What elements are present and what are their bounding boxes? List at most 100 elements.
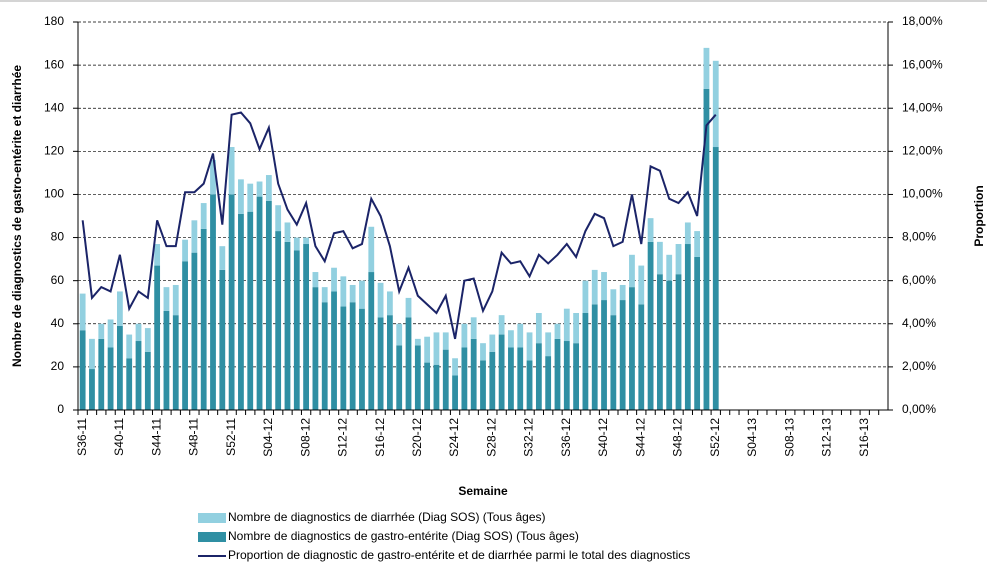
bar: [610, 315, 617, 410]
y-tick-label: 0: [57, 402, 64, 416]
bar: [573, 343, 580, 410]
bar: [210, 159, 216, 195]
bar: [433, 332, 440, 365]
bar: [545, 356, 552, 410]
bar: [396, 323, 403, 346]
bar: [619, 284, 626, 301]
y-tick-label: 20: [51, 359, 65, 373]
bar: [377, 282, 384, 318]
bar: [265, 175, 272, 201]
bar: [135, 323, 142, 342]
bar: [210, 194, 216, 410]
bar: [545, 332, 552, 357]
bar: [461, 347, 468, 410]
bar: [563, 308, 570, 342]
bar: [331, 267, 337, 292]
bar: [694, 256, 701, 410]
x-tick-label: S40-12: [596, 418, 610, 457]
x-tick-label: S16-12: [373, 418, 387, 457]
bar: [526, 332, 533, 361]
y-axis-title: Nombre de diagnostics de gastro-entérite…: [10, 65, 24, 367]
bar: [629, 254, 635, 288]
bar: [582, 280, 589, 313]
bar: [163, 310, 170, 410]
legend-label: Nombre de diagnostics de gastro-entérite…: [228, 529, 579, 543]
y2-tick-label: 10,00%: [902, 187, 943, 201]
bar: [470, 317, 477, 339]
bar: [582, 313, 589, 410]
bar: [675, 244, 682, 275]
bar: [396, 345, 403, 410]
bar: [368, 272, 375, 410]
bar: [489, 351, 496, 410]
bar: [89, 369, 95, 410]
bar: [107, 347, 114, 410]
y-tick-label: 120: [44, 144, 64, 158]
bar: [498, 334, 505, 410]
y2-tick-label: 4,00%: [902, 316, 936, 330]
bar: [508, 330, 514, 348]
bar: [126, 334, 133, 359]
y-tick-label: 80: [51, 230, 65, 244]
y2-tick-label: 18,00%: [902, 14, 943, 28]
bar: [116, 291, 123, 326]
bar: [228, 194, 235, 410]
y2-tick-label: 14,00%: [902, 100, 943, 114]
x-tick-label: S28-12: [484, 418, 498, 457]
bar: [424, 362, 431, 410]
bar: [321, 287, 328, 303]
x-tick-label: S16-13: [857, 418, 871, 457]
bar: [573, 313, 580, 344]
line: [81, 111, 717, 340]
x-tick-label: S32-12: [522, 418, 536, 457]
bar: [312, 287, 319, 410]
bar: [182, 239, 188, 262]
bar: [154, 244, 161, 266]
bar: [629, 287, 635, 410]
bar: [359, 280, 365, 309]
y2-tick-label: 12,00%: [902, 144, 943, 158]
bar: [703, 88, 710, 411]
y-tick-label: 100: [44, 187, 64, 201]
bar: [684, 244, 691, 410]
y2-axis-title: Proportion: [972, 185, 986, 246]
bar: [275, 205, 282, 232]
x-tick-label: S48-12: [671, 418, 685, 457]
bar: [303, 244, 310, 410]
y-tick-label: 60: [51, 273, 65, 287]
bar: [442, 332, 449, 350]
bar: [144, 328, 151, 352]
bar: [601, 272, 607, 301]
bar: [377, 317, 384, 410]
bar: [684, 222, 691, 245]
bar: [638, 304, 645, 410]
bar: [331, 291, 337, 410]
bar: [191, 220, 198, 253]
bar: [386, 315, 393, 410]
bar: [535, 343, 542, 410]
bar: [405, 317, 412, 410]
bar: [219, 246, 226, 270]
y2-tick-label: 16,00%: [902, 57, 943, 71]
bar: [405, 297, 412, 318]
bar: [89, 338, 95, 370]
bar: [517, 347, 524, 410]
bar: [312, 272, 319, 288]
bar: [563, 341, 570, 410]
y-tick-label: 180: [44, 14, 64, 28]
bar: [712, 147, 719, 410]
bar: [172, 315, 179, 410]
y-tick-label: 140: [44, 100, 64, 114]
x-tick-label: S52-12: [708, 418, 722, 457]
bar: [135, 341, 142, 410]
legend-swatch: [198, 532, 226, 542]
bar: [666, 280, 673, 410]
bar: [340, 276, 347, 307]
legend-swatch: [198, 513, 226, 523]
bar: [647, 218, 654, 242]
bar: [461, 323, 468, 348]
bar: [191, 252, 198, 410]
bar: [508, 347, 514, 410]
bar: [284, 241, 291, 410]
